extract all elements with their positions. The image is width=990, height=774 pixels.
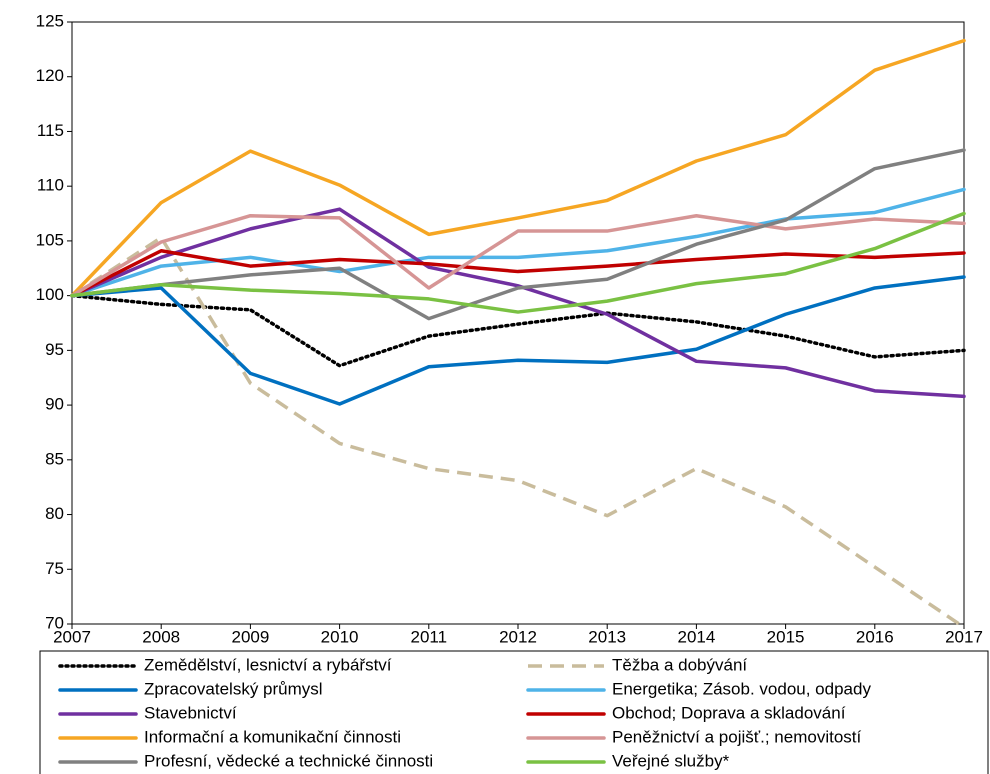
legend-label: Energetika; Zásob. vodou, odpady xyxy=(612,679,871,698)
x-tick-label: 2016 xyxy=(856,627,894,646)
x-tick-label: 2012 xyxy=(499,627,537,646)
series-line xyxy=(70,211,966,314)
x-tick-label: 2015 xyxy=(767,627,805,646)
legend-label: Veřejné služby* xyxy=(612,751,730,770)
legend-label: Profesní, vědecké a technické činnosti xyxy=(144,751,433,770)
series-line xyxy=(71,235,965,629)
series-line xyxy=(70,293,966,368)
x-tick-label: 2013 xyxy=(588,627,626,646)
y-tick-label: 105 xyxy=(36,230,64,249)
x-tick-label: 2014 xyxy=(677,627,715,646)
legend-label: Těžba a dobývání xyxy=(612,655,747,674)
x-tick-label: 2009 xyxy=(231,627,269,646)
legend-label: Zemědělství, lesnictví a rybářství xyxy=(144,655,392,674)
series-line xyxy=(70,148,966,321)
legend-label: Obchod; Doprava a skladování xyxy=(612,703,846,722)
y-tick-label: 85 xyxy=(45,449,64,468)
y-tick-label: 100 xyxy=(36,285,64,304)
legend-label: Informační a komunikační činnosti xyxy=(144,727,401,746)
legend-label: Peněžnictví a pojišť.; nemovitostí xyxy=(612,727,861,746)
series-line xyxy=(70,213,966,298)
legend-label: Zpracovatelský průmysl xyxy=(144,679,323,698)
y-tick-label: 70 xyxy=(45,613,64,632)
x-tick-label: 2011 xyxy=(411,627,448,646)
y-tick-label: 125 xyxy=(36,11,64,30)
legend-box xyxy=(39,650,989,774)
y-tick-label: 80 xyxy=(45,504,64,523)
legend-label: Stavebnictví xyxy=(144,703,237,722)
series-line xyxy=(70,275,966,406)
y-tick-label: 90 xyxy=(45,395,64,414)
x-tick-label: 2017 xyxy=(945,627,983,646)
x-tick-label: 2007 xyxy=(53,627,91,646)
y-tick-label: 95 xyxy=(45,340,64,359)
y-tick-label: 120 xyxy=(36,66,64,85)
y-tick-label: 110 xyxy=(37,176,64,195)
x-tick-label: 2010 xyxy=(321,627,359,646)
y-tick-label: 115 xyxy=(37,121,64,140)
series-line xyxy=(70,249,966,298)
series-line xyxy=(70,38,966,298)
series-line xyxy=(70,207,966,399)
x-tick-label: 2008 xyxy=(142,627,180,646)
y-tick-label: 75 xyxy=(45,559,64,578)
